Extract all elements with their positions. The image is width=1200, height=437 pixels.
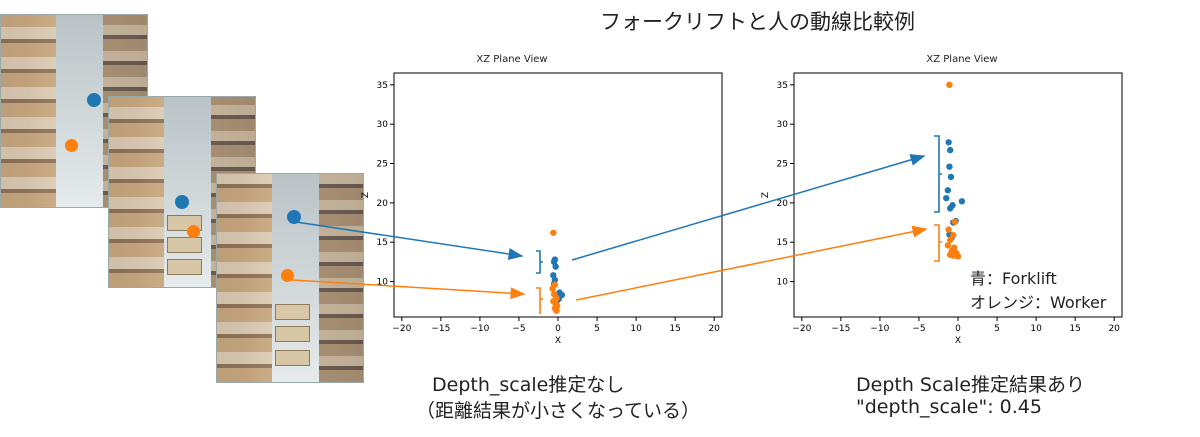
x-axis-label: X — [955, 336, 961, 346]
scatter-point — [552, 263, 559, 270]
scatter-point — [944, 242, 952, 249]
legend-worker: オレンジ：Worker — [970, 293, 1107, 312]
scatter-point — [946, 146, 954, 154]
y-tick-label: 35 — [777, 81, 788, 91]
x-tick-label: 10 — [630, 324, 642, 334]
scatter-point — [954, 253, 962, 260]
caption-left-line1: Depth_scale推定なし — [432, 374, 625, 396]
scatter-point — [945, 226, 952, 233]
worker-marker — [65, 139, 78, 152]
x-tick-label: −15 — [431, 324, 450, 334]
caption-right-line1: Depth Scale推定結果あり — [856, 374, 1086, 396]
x-tick-label: −10 — [470, 324, 489, 334]
scatter-point — [945, 139, 952, 146]
warehouse-photo-3 — [216, 173, 364, 383]
x-tick-label: −5 — [912, 324, 925, 334]
x-axis-label: X — [555, 336, 561, 346]
scatter-point — [951, 218, 959, 225]
x-tick-label: −15 — [831, 324, 850, 334]
scatter-point — [958, 198, 966, 205]
scatter-point — [943, 194, 950, 202]
x-tick-label: 5 — [994, 324, 1000, 334]
caption-right-line2: "depth_scale": 0.45 — [856, 396, 1042, 418]
chart1-title: XZ Plane View — [476, 54, 548, 65]
y-tick-label: 20 — [777, 199, 789, 209]
x-tick-label: −20 — [392, 324, 411, 334]
scatter-point — [950, 231, 957, 239]
y-tick-label: 15 — [377, 238, 388, 248]
chart2-plot: −20 −15 −10 −5 0 5 10 15 20 10 15 20 25 30 35 X Z — [761, 72, 1123, 346]
y-tick-label: 10 — [377, 278, 389, 288]
y-tick-label: 35 — [377, 81, 388, 91]
arrow-forklift-compare — [571, 154, 926, 261]
diagram-title: フォークリフトと人の動線比較例 — [600, 10, 915, 34]
scatter-point — [946, 81, 953, 89]
x-tick-label: 20 — [708, 324, 720, 334]
scatter-point — [551, 256, 559, 263]
scatter-point — [550, 229, 557, 236]
arrow-forklift-photo — [295, 221, 524, 260]
x-tick-label: 5 — [594, 324, 600, 334]
y-tick-label: 30 — [777, 120, 789, 130]
y-tick-label: 20 — [377, 199, 389, 209]
arrow-worker-compare — [575, 225, 928, 301]
scatter-point — [946, 163, 953, 170]
forklift-marker — [175, 195, 189, 209]
chart2-title: XZ Plane View — [926, 54, 998, 65]
chart1-plot: −20 −15 −10 −5 0 5 10 15 20 10 15 20 25 30 35 X Z — [361, 72, 723, 346]
x-tick-label: 0 — [955, 324, 961, 334]
x-tick-label: 20 — [1108, 324, 1120, 334]
y-tick-label: 10 — [777, 278, 789, 288]
bracket-forklift-chart1 — [536, 250, 543, 274]
y-tick-label: 15 — [777, 238, 788, 248]
y-axis-label: Z — [761, 192, 771, 198]
legend-forklift: 青：Forklift — [970, 269, 1057, 288]
y-tick-label: 25 — [377, 160, 388, 170]
x-tick-label: 15 — [669, 324, 680, 334]
worker-marker — [281, 269, 294, 282]
y-axis-label: Z — [361, 192, 371, 198]
x-tick-label: −5 — [512, 324, 525, 334]
scatter-point — [946, 236, 954, 244]
x-tick-label: −20 — [792, 324, 811, 334]
x-tick-label: 10 — [1030, 324, 1042, 334]
bracket-forklift-chart2 — [934, 135, 942, 213]
x-tick-label: −10 — [870, 324, 889, 334]
bracket-worker-chart2 — [934, 224, 942, 262]
forklift-marker — [87, 93, 101, 107]
scatter-point — [553, 307, 560, 314]
y-tick-label: 25 — [777, 160, 788, 170]
worker-marker — [187, 225, 200, 238]
bracket-worker-chart1 — [536, 287, 543, 314]
scatter-point — [944, 187, 952, 194]
x-tick-label: 15 — [1069, 324, 1080, 334]
forklift-marker — [287, 210, 301, 224]
scatter-point — [549, 285, 556, 292]
y-tick-label: 30 — [377, 120, 389, 130]
caption-left-line2: （距離結果が小さくなっている） — [416, 400, 701, 422]
arrow-worker-photo — [291, 279, 526, 300]
scatter-point — [946, 205, 954, 212]
scatter-point — [947, 173, 955, 181]
x-tick-label: 0 — [555, 324, 561, 334]
